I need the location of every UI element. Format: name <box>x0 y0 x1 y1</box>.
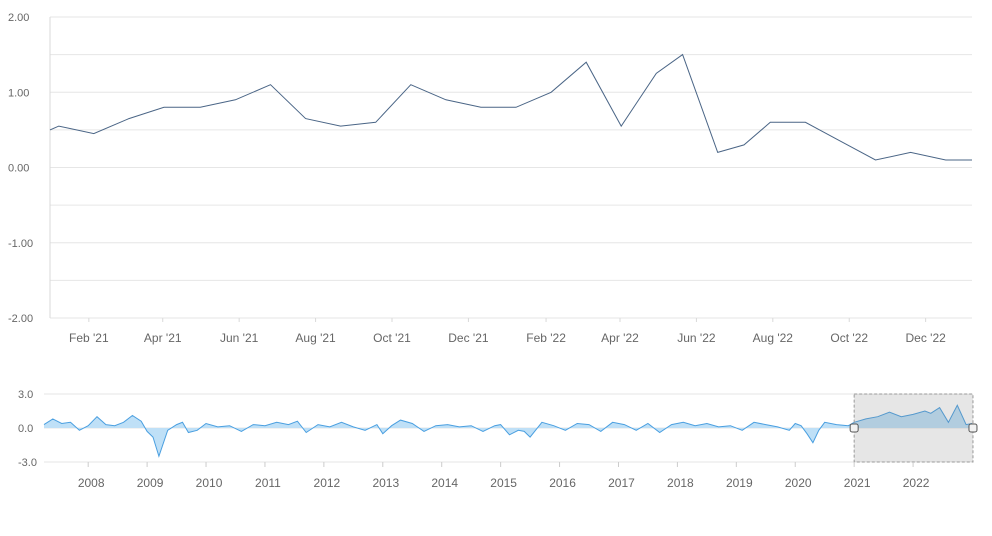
navigator-x-tick-label: 2021 <box>844 476 871 490</box>
navigator-y-tick-label: -3.0 <box>18 457 37 469</box>
main-y-tick-label: 1.00 <box>8 87 29 99</box>
navigator-y-tick-label: 0.0 <box>18 423 33 435</box>
navigator-x-tick-label: 2019 <box>726 476 753 490</box>
navigator-right-handle[interactable] <box>968 423 978 433</box>
series-line <box>49 53 972 161</box>
main-x-tick-label: Apr '22 <box>601 331 639 345</box>
navigator-x-tick-label: 2009 <box>137 476 164 490</box>
main-y-tick-labels: 2.00 1.00 0.00 -1.00 -2.00 <box>8 12 33 325</box>
navigator-x-tick-label: 2011 <box>255 476 281 490</box>
navigator[interactable]: 3.00.0-3.0 2008 2009 2010 2011 2012 2013 2014 2… <box>18 389 978 490</box>
main-y-tick-label: 0.00 <box>8 163 29 175</box>
navigator-x-tick-label: 2020 <box>785 476 812 490</box>
main-x-tick-label: Jun '21 <box>220 331 259 345</box>
navigator-series-area <box>44 405 972 457</box>
navigator-x-tick-label: 2017 <box>608 476 635 490</box>
navigator-x-tick-label: 2014 <box>431 476 458 490</box>
navigator-y-tick-labels: 3.0 0.0 -3.0 <box>18 389 37 469</box>
main-x-tick-label: Aug '22 <box>753 331 794 345</box>
main-x-tick-label: Apr '21 <box>144 331 182 345</box>
main-x-tick-label: Feb '22 <box>526 331 566 345</box>
navigator-x-tick-label: 2015 <box>490 476 517 490</box>
navigator-y-tick-label: 3.0 <box>18 389 33 401</box>
main-y-tick-label: -1.00 <box>8 238 33 250</box>
main-x-tick-label: Dec '21 <box>448 331 489 345</box>
navigator-x-tick-label: 2008 <box>78 476 105 490</box>
main-y-tick-label: 2.00 <box>8 12 29 24</box>
main-x-tick-label: Oct '22 <box>830 331 868 345</box>
main-x-tick-label: Feb '21 <box>69 331 109 345</box>
navigator-x-tick-label: 2012 <box>314 476 341 490</box>
navigator-left-handle[interactable] <box>849 423 859 433</box>
navigator-x-tick-label: 2018 <box>667 476 694 490</box>
main-y-tick-label: -2.00 <box>8 313 33 325</box>
navigator-selected-range[interactable] <box>853 393 974 463</box>
navigator-x-tick-label: 2013 <box>372 476 399 490</box>
main-x-tick-label: Oct '21 <box>373 331 411 345</box>
navigator-x-tick-label: 2022 <box>903 476 930 490</box>
main-x-tick-label: Jun '22 <box>677 331 716 345</box>
main-x-tick-labels: Feb '21 Apr '21 Jun '21 Aug '21 Oct '21 Dec '… <box>69 318 946 345</box>
navigator-series-line <box>43 404 973 458</box>
navigator-x-tick-labels: 2008 2009 2010 2011 2012 2013 2014 2015 2016 2017… <box>78 462 930 490</box>
navigator-x-tick-label: 2010 <box>196 476 223 490</box>
main-x-tick-label: Dec '22 <box>905 331 946 345</box>
main-x-tick-label: Aug '21 <box>295 331 336 345</box>
main-chart-plot-area: 2.00 1.00 0.00 -1.00 -2.00 Feb '21 Apr '21 Jun… <box>8 12 972 345</box>
main-gridlines <box>50 16 972 319</box>
navigator-x-tick-label: 2016 <box>549 476 576 490</box>
